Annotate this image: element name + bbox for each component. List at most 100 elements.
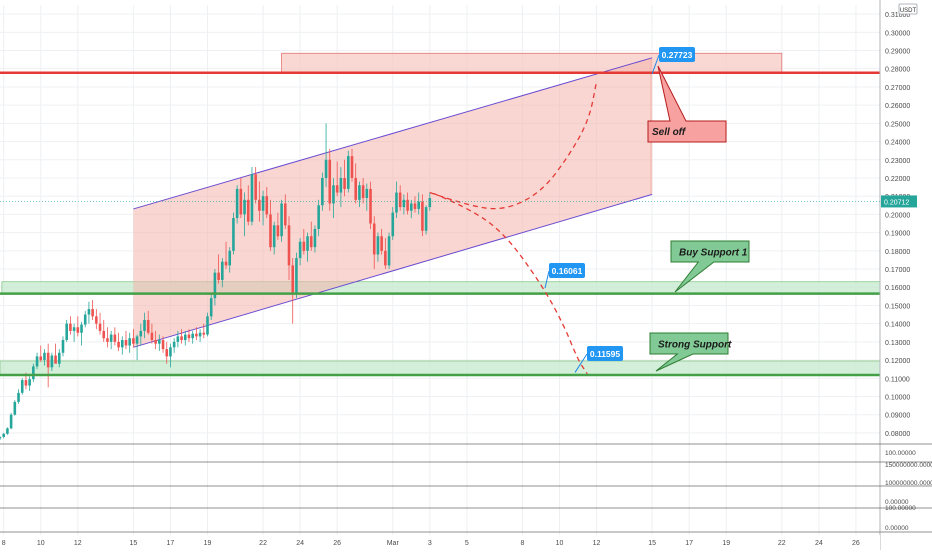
candle-down	[39, 345, 43, 362]
candle-up	[183, 330, 187, 346]
panel-scale-label: 100.00000	[885, 450, 916, 457]
candle-body	[391, 212, 395, 237]
candle-up	[65, 320, 68, 342]
y-tick-label: 0.08000	[885, 431, 910, 438]
x-tick-label: 10	[556, 540, 564, 547]
candle-body	[246, 199, 250, 222]
candle-down	[343, 159, 346, 197]
candle-body	[72, 327, 76, 331]
callout-resistance-price[interactable]: 0.27723	[651, 47, 695, 74]
last-price-tag	[881, 195, 917, 208]
channel-lower-line[interactable]	[133, 193, 653, 348]
candle-body	[180, 336, 183, 341]
candle-body	[361, 185, 365, 199]
callout-pointer	[574, 353, 588, 373]
candle-body	[269, 214, 272, 248]
callout-strong-support-price[interactable]: 0.11595	[574, 346, 623, 373]
callout-box[interactable]	[549, 263, 585, 278]
callout-box[interactable]	[649, 332, 729, 372]
callout-strong-support[interactable]: Strong Support	[649, 332, 732, 372]
candle-body	[13, 401, 17, 415]
candle-up	[221, 258, 224, 288]
candle-body	[135, 336, 139, 344]
candle-body	[350, 156, 354, 178]
y-tick-label: 0.23000	[885, 158, 910, 165]
candle-up	[365, 183, 369, 211]
candle-body	[120, 340, 124, 348]
candle-body	[235, 188, 239, 219]
candle-down	[150, 323, 154, 344]
horizontal-levels[interactable]	[0, 71, 880, 377]
projection-down-path[interactable]	[433, 192, 588, 375]
candle-up	[80, 321, 83, 346]
candle-down	[384, 238, 387, 270]
candle-body	[376, 236, 380, 255]
candle-body	[409, 203, 413, 211]
callout-buy-support-price[interactable]: 0.16061	[544, 263, 585, 289]
candle-up	[206, 312, 209, 337]
candle-up	[28, 376, 31, 392]
indicator-panels: 100.00000 150000000.00000 100000000.00000 0…	[0, 443, 932, 533]
x-tick-label: 17	[685, 540, 693, 547]
candle-down	[354, 163, 358, 204]
candle-body	[343, 177, 346, 189]
candle-up	[358, 181, 361, 208]
candle-body	[228, 250, 232, 266]
x-tick-label: 26	[333, 540, 341, 547]
candle-body	[2, 433, 6, 437]
candle-up	[298, 238, 302, 266]
candle-body	[54, 355, 57, 364]
candle-body	[209, 298, 213, 317]
candle-up	[387, 232, 391, 270]
candle-body	[276, 225, 280, 237]
candle-body	[17, 392, 20, 402]
callout-buy-support-1[interactable]: Buy Support 1	[670, 240, 750, 293]
x-tick-label: 22	[259, 540, 267, 547]
candle-down	[146, 310, 150, 335]
candle-up	[172, 338, 176, 353]
y-tick-label: 0.27000	[885, 85, 910, 92]
candle-down	[265, 187, 269, 219]
y-tick-label: 0.29000	[885, 49, 910, 56]
y-tick-label: 0.09000	[885, 413, 910, 420]
candle-body	[146, 320, 150, 333]
candle-up	[83, 310, 87, 328]
candle-body	[39, 356, 43, 361]
callout-box[interactable]	[587, 346, 623, 361]
candle-body	[224, 261, 228, 266]
callout-box[interactable]	[647, 65, 727, 143]
candle-up	[332, 177, 335, 219]
candle-body	[87, 309, 91, 315]
candle-down	[91, 299, 94, 321]
callout-box[interactable]	[659, 47, 695, 62]
candle-body	[313, 228, 317, 248]
strong-support-zone	[0, 360, 881, 376]
callouts[interactable]: 0.27723 0.16061 0.11595 Sell off Buy Support…	[544, 47, 750, 373]
candle-body	[261, 196, 265, 211]
callout-box[interactable]	[670, 240, 750, 293]
callout-label: Sell off	[652, 127, 687, 138]
callout-label: 0.16061	[552, 266, 583, 276]
candle-body	[150, 332, 154, 341]
candle-down	[117, 332, 120, 351]
candle-body	[287, 225, 291, 266]
candle-body	[50, 355, 54, 368]
candle-body	[139, 330, 143, 337]
candle-body	[380, 236, 383, 251]
candle-down	[124, 330, 128, 350]
projections[interactable]	[429, 81, 598, 375]
candle-body	[91, 309, 94, 317]
candle-body	[417, 201, 420, 209]
callout-label: 0.11595	[590, 349, 621, 359]
callout-sell-off[interactable]: Sell off	[647, 65, 727, 143]
candle-down	[421, 194, 424, 237]
candle-body	[35, 356, 39, 367]
candle-up	[232, 212, 235, 255]
projection-up-path[interactable]	[429, 81, 598, 210]
x-tick-label: 22	[778, 540, 786, 547]
channel-upper-line[interactable]	[133, 57, 653, 210]
candle-down	[224, 241, 228, 270]
candle-body	[280, 203, 283, 237]
